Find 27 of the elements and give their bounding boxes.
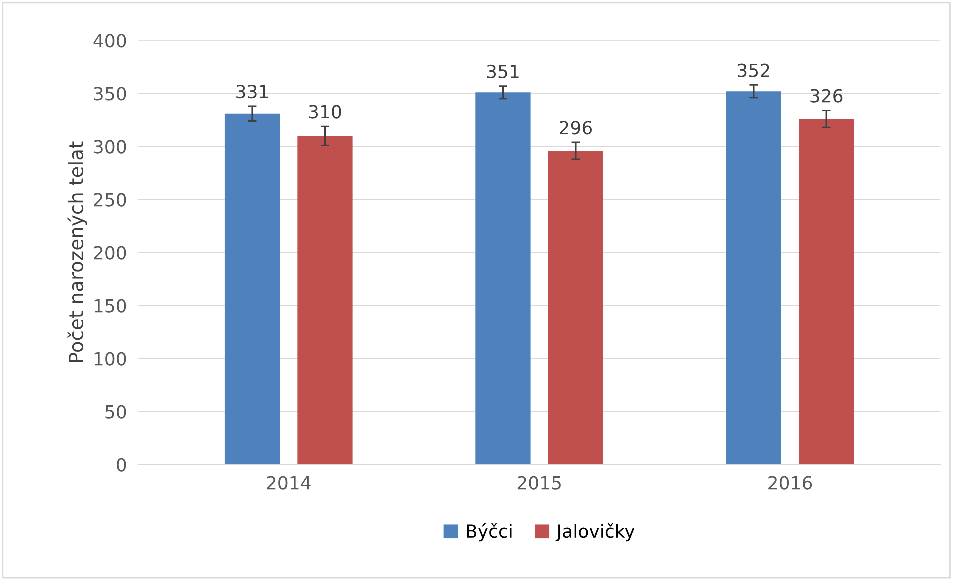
bar [224, 114, 280, 465]
bar [476, 92, 531, 465]
y-tick-label: 50 [106, 405, 126, 419]
data-label: 310 [309, 105, 342, 119]
data-label: 352 [738, 64, 770, 78]
x-tick-label: 2016 [768, 476, 812, 490]
data-label: 296 [560, 121, 592, 135]
y-tick-label: 350 [94, 87, 126, 101]
bar [548, 150, 604, 465]
legend-label: Býčci [467, 523, 512, 542]
data-label: 326 [810, 89, 843, 103]
y-tick-label: 250 [94, 193, 126, 207]
x-tick-label: 2015 [518, 476, 561, 490]
x-tick-label: 2014 [267, 476, 311, 490]
y-tick-label: 200 [94, 246, 126, 260]
y-axis-title: Počet narozených telat [68, 142, 88, 362]
data-label: 331 [236, 85, 268, 99]
y-tick-label: 300 [94, 140, 126, 154]
data-label: 351 [487, 64, 519, 79]
bar [298, 136, 353, 465]
bar [726, 92, 782, 465]
y-tick-label: 100 [94, 352, 126, 366]
legend-label: Jalovičky [556, 523, 635, 542]
y-tick-label: 400 [94, 34, 126, 48]
bar [799, 119, 854, 465]
y-tick-label: 150 [94, 299, 126, 313]
y-tick-label: 0 [117, 458, 126, 472]
